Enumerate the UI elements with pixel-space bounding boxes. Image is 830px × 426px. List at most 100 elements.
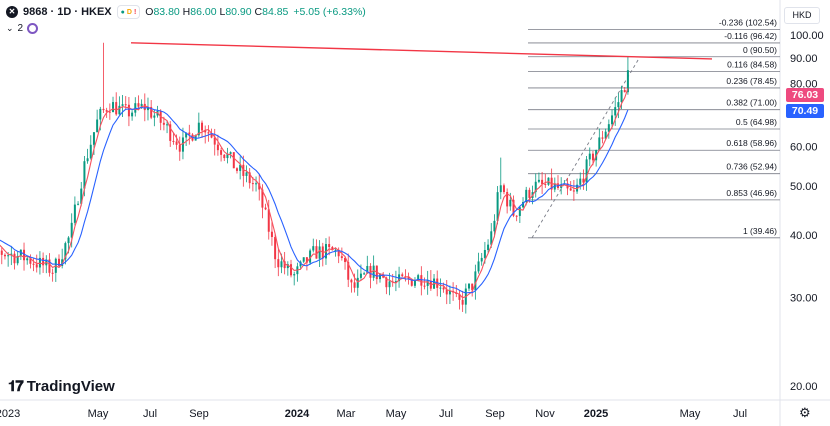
candle-body [445, 289, 448, 295]
x-tick-label: Jul [733, 408, 747, 420]
tradingview-logo[interactable]: 𝟏𝟕 TradingView [8, 378, 115, 395]
candle-body [509, 199, 512, 207]
candle-body [369, 265, 372, 278]
market-open-dot-icon: ● [120, 8, 125, 16]
candle-body [620, 90, 623, 103]
candle-body [439, 287, 442, 289]
gear-icon[interactable]: ⚙ [799, 405, 811, 420]
candle-body [340, 256, 343, 258]
candle-body [96, 119, 99, 133]
ma-price-badge: 70.49 [786, 104, 824, 119]
candle-body [318, 246, 321, 259]
candle-body [3, 254, 6, 257]
y-tick-label: 100.00 [790, 30, 824, 42]
candle-body [213, 137, 216, 145]
candle-body [366, 265, 369, 274]
ma-fast-line [0, 88, 629, 299]
candle-body [146, 106, 149, 111]
y-tick-label: 20.00 [790, 381, 818, 393]
candle-body [461, 299, 464, 305]
candle-body [169, 124, 172, 141]
candle-body [458, 293, 461, 300]
candle-body [124, 104, 127, 106]
candle-body [99, 108, 102, 120]
candle-body [483, 249, 486, 258]
candle-body [115, 102, 118, 115]
candle-body [528, 189, 531, 198]
x-tick-label: May [88, 408, 109, 420]
candle-body [251, 183, 254, 185]
fib-level-label: 1 (39.46) [743, 226, 777, 236]
candle-body [328, 244, 331, 248]
candle-body [197, 122, 200, 136]
fib-level-label: -0.236 (102.54) [719, 18, 777, 28]
candle-body [506, 192, 509, 207]
symbol-title[interactable]: 9868 · 1D · HKEX [23, 6, 112, 18]
y-tick-label: 50.00 [790, 181, 818, 193]
candle-body [223, 154, 226, 159]
indicator-loading-icon [27, 23, 39, 34]
candle-body [347, 262, 350, 280]
candle-body [229, 152, 232, 154]
candle-body [162, 122, 165, 125]
candle-body [67, 237, 70, 244]
candle-body [344, 257, 347, 263]
candle-body [604, 131, 607, 139]
candle-body [502, 185, 505, 193]
chevron-down-icon[interactable]: ⌄ [6, 23, 14, 33]
symbol-legend[interactable]: ✕ 9868 · 1D · HKEX ● D ! O83.80 H86.00 L… [6, 5, 366, 19]
fib-level-label: 0.618 (58.96) [726, 138, 777, 148]
flag-warning: ! [133, 8, 137, 16]
candle-body [172, 140, 175, 142]
candle-body [105, 110, 108, 112]
candle-body [83, 161, 86, 189]
candle-body [477, 261, 480, 272]
candle-body [16, 255, 19, 264]
candle-body [423, 285, 426, 287]
candle-body [108, 111, 111, 113]
x-tick-label: Jul [143, 408, 157, 420]
candle-body [534, 181, 537, 193]
status-flags[interactable]: ● D ! [116, 5, 141, 19]
candle-body [302, 257, 305, 262]
ohlc-values: O83.80 H86.00 L80.90 C84.85 [145, 6, 289, 18]
candle-body [235, 168, 238, 171]
candle-body [64, 243, 67, 260]
candle-body [274, 237, 277, 260]
candle-body [512, 199, 515, 216]
candle-body [572, 190, 575, 192]
candle-body [226, 153, 229, 159]
currency-selector[interactable]: HKD [784, 7, 820, 24]
candle-body [448, 290, 451, 295]
candle-body [467, 283, 470, 289]
candle-body [394, 281, 397, 283]
candle-body [372, 265, 375, 278]
candle-body [442, 287, 445, 290]
candle-body [150, 106, 153, 118]
x-tick-label: 2025 [584, 408, 608, 420]
flag-d: D [126, 8, 132, 16]
candle-body [140, 103, 143, 107]
candle-body [210, 133, 213, 138]
candle-body [204, 130, 207, 133]
candle-body [588, 153, 591, 160]
candle-body [220, 150, 223, 155]
x-tick-label: Sep [189, 408, 209, 420]
candle-body [598, 137, 601, 151]
y-tick-label: 40.00 [790, 230, 818, 242]
x-tick-label: Jul [439, 408, 453, 420]
candle-body [480, 257, 483, 262]
candle-body [143, 103, 146, 111]
candle-body [57, 258, 60, 266]
candle-body [270, 231, 273, 238]
candle-body [80, 188, 83, 204]
candle-body [134, 103, 137, 113]
candle-body [13, 253, 16, 264]
trendline [130, 42, 713, 60]
indicator-legend[interactable]: ⌄ 2 [6, 23, 39, 34]
candle-body [388, 281, 391, 288]
candle-body [51, 272, 54, 274]
candle-body [264, 207, 267, 210]
candle-body [245, 172, 248, 176]
